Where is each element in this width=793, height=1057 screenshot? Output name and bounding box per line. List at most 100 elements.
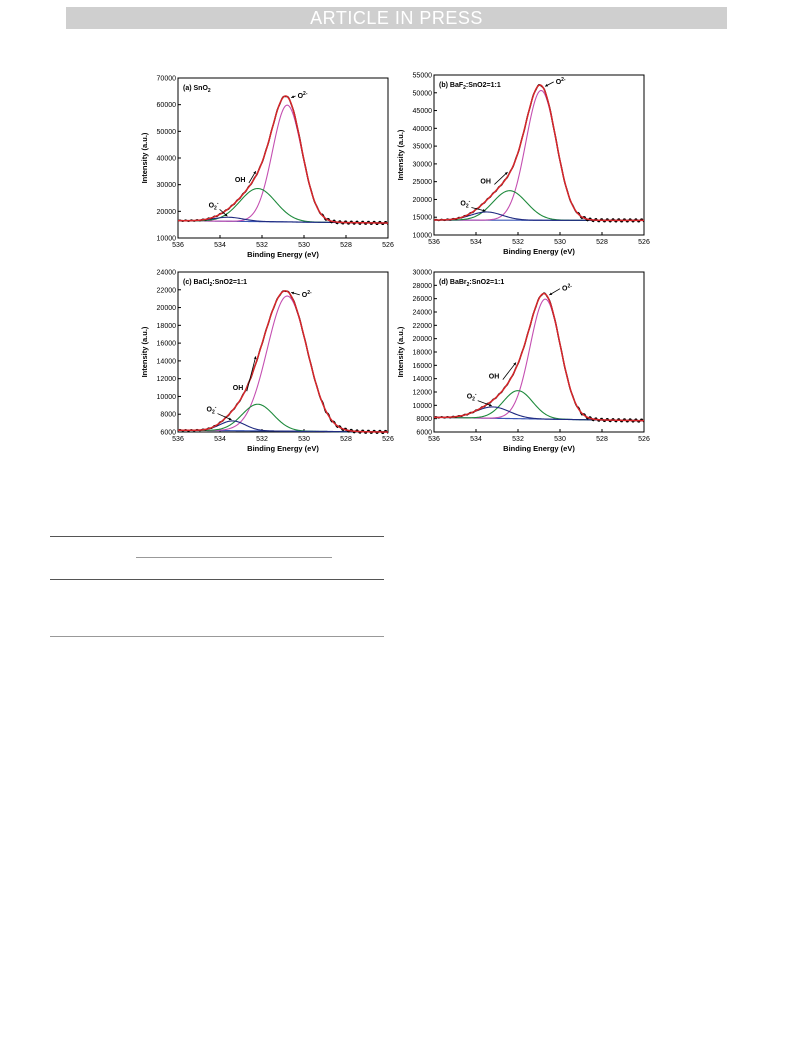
y-axis-label: Intensity (a.u.) (396, 129, 405, 180)
y-tick-label: 10000 (413, 233, 433, 240)
hydroxyl-label: OH (489, 374, 500, 381)
x-tick-label: 536 (428, 436, 440, 443)
y-tick-label: 45000 (413, 108, 433, 115)
adsorbed-oxygen-label: O2- (209, 200, 219, 211)
x-tick-label: 534 (214, 436, 226, 443)
table-bottom-rule (50, 636, 384, 637)
plot-frame (433, 271, 645, 433)
x-tick-label: 526 (382, 436, 394, 443)
x-tick-label: 528 (340, 242, 352, 249)
x-axis-label: Binding Energy (eV) (503, 247, 575, 256)
adsorbed-oxygen-label: O2- (460, 198, 470, 209)
lattice-oxygen-label: O2- (298, 91, 308, 100)
y-tick-label: 18000 (413, 350, 433, 357)
y-tick-label: 60000 (157, 102, 177, 109)
y-tick-label: 40000 (413, 126, 433, 133)
y-tick-label: 22000 (157, 287, 177, 294)
raw-spectrum-line (433, 292, 645, 423)
y-tick-label: 20000 (413, 197, 433, 204)
lattice-oxygen-label: O2- (556, 77, 566, 86)
x-tick-label: 530 (554, 436, 566, 443)
lattice-oxygen-arrow-head (291, 95, 295, 99)
x-tick-label: 532 (512, 239, 524, 246)
x-axis-label: Binding Energy (eV) (247, 250, 319, 259)
hydroxyl-arrow-head (253, 171, 256, 175)
y-tick-label: 35000 (413, 144, 433, 151)
adsorbed-oxygen-label: O2- (207, 405, 217, 416)
lattice-oxygen-peak (433, 298, 645, 422)
hydroxyl-label: OH (235, 177, 246, 184)
y-tick-label: 25000 (413, 179, 433, 186)
x-tick-label: 532 (256, 242, 268, 249)
y-tick-label: 8000 (416, 416, 432, 423)
panel-label: (c) BaCl2:SnO2=1:1 (183, 279, 247, 288)
x-tick-label: 536 (172, 242, 184, 249)
y-tick-label: 26000 (413, 296, 433, 303)
y-tick-label: 22000 (413, 323, 433, 330)
y-tick-label: 28000 (413, 283, 433, 290)
y-tick-label: 18000 (157, 323, 177, 330)
y-tick-label: 40000 (157, 156, 177, 163)
x-tick-label: 528 (596, 436, 608, 443)
y-tick-label: 30000 (157, 182, 177, 189)
y-tick-label: 10000 (157, 236, 177, 243)
y-tick-label: 20000 (413, 336, 433, 343)
table-span-rule (136, 557, 332, 558)
table-header-rule (50, 579, 384, 580)
plot-frame (433, 74, 645, 236)
y-tick-label: 20000 (157, 209, 177, 216)
y-axis-label: Intensity (a.u.) (140, 326, 149, 377)
lattice-oxygen-arrow-head (549, 292, 553, 296)
panel-label: (d) BaBr2:SnO2=1:1 (439, 279, 504, 288)
x-tick-label: 530 (554, 239, 566, 246)
lattice-oxygen-arrow-head (545, 83, 549, 87)
x-tick-label: 534 (470, 436, 482, 443)
y-tick-label: 12000 (157, 376, 177, 383)
y-tick-label: 10000 (413, 403, 433, 410)
adsorbed-oxygen-arrow-head (482, 208, 486, 212)
hydroxyl-arrow-head (504, 172, 508, 175)
x-tick-label: 528 (596, 239, 608, 246)
adsorbed-oxygen-label: O2- (467, 392, 477, 403)
article-in-press-banner: ARTICLE IN PRESS (66, 7, 727, 29)
adsorbed-oxygen-arrow-head (224, 213, 228, 217)
y-tick-label: 6000 (416, 430, 432, 437)
hydroxyl-arrow-head (253, 356, 257, 360)
x-tick-label: 530 (298, 436, 310, 443)
adsorbed-oxygen-arrow-head (488, 403, 492, 407)
x-tick-label: 532 (512, 436, 524, 443)
xps-panel-d: 536 534 532 530 528 526 6000 8000 10000 12000 1400… (396, 270, 650, 454)
fitted-envelope-line (434, 84, 644, 222)
banner-text: ARTICLE IN PRESS (310, 7, 483, 28)
hydroxyl-arrow-head (513, 362, 516, 366)
x-tick-label: 536 (428, 239, 440, 246)
x-axis-label: Binding Energy (eV) (503, 444, 575, 453)
y-tick-label: 12000 (413, 390, 433, 397)
x-tick-label: 526 (638, 436, 650, 443)
fitted-envelope-line (177, 95, 389, 224)
hydroxyl-arrow (502, 362, 517, 380)
lattice-oxygen-label: O2- (302, 290, 312, 299)
y-tick-label: 55000 (413, 73, 433, 80)
plot-frame (177, 77, 389, 239)
y-tick-label: 16000 (413, 363, 433, 370)
y-tick-label: 10000 (157, 394, 177, 401)
plot-frame (177, 271, 389, 433)
x-tick-label: 526 (638, 239, 650, 246)
y-tick-label: 70000 (157, 76, 177, 83)
panel-label: (b) BaF2:SnO2=1:1 (439, 82, 501, 91)
xps-panel-a: 536 534 532 530 528 526 10000 20000 30000 40000 50… (140, 76, 394, 260)
y-tick-label: 30000 (413, 161, 433, 168)
panel-label: (a) SnO2 (183, 85, 211, 94)
x-axis-label: Binding Energy (eV) (247, 444, 319, 453)
hydroxyl-peak (433, 390, 645, 422)
hydroxyl-label: OH (480, 178, 491, 185)
hydroxyl-arrow (246, 356, 257, 392)
lattice-oxygen-arrow-head (291, 291, 295, 295)
fitted-envelope-line (433, 292, 645, 422)
x-tick-label: 536 (172, 436, 184, 443)
x-tick-label: 530 (298, 242, 310, 249)
y-tick-label: 14000 (413, 376, 433, 383)
adsorbed-oxygen-arrow-head (228, 417, 232, 421)
y-tick-label: 30000 (413, 270, 433, 277)
